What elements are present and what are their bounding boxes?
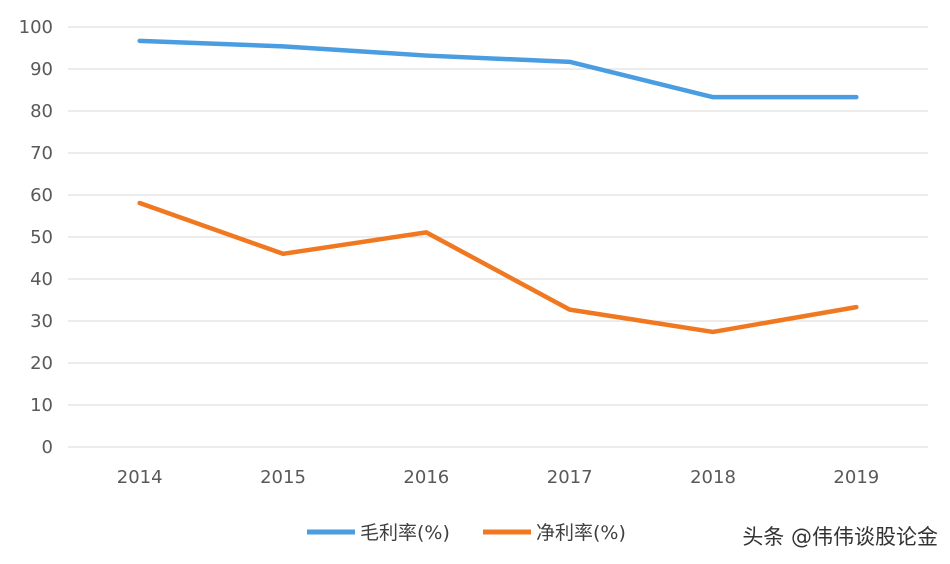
y-tick-label: 60 — [30, 185, 53, 206]
series-line-0 — [137, 38, 859, 100]
series-line-1 — [137, 200, 859, 335]
watermark: 头条 @伟伟谈股论金 — [742, 525, 938, 549]
x-tick-label: 2014 — [117, 467, 163, 488]
legend: 毛利率(%) 净利率(%) — [307, 522, 626, 544]
x-axis-ticks: 2014 2015 2016 2017 2018 2019 — [117, 467, 879, 488]
series-lines — [137, 38, 859, 335]
legend-label-gross-margin: 毛利率(%) — [360, 522, 450, 544]
y-tick-label: 10 — [30, 395, 53, 416]
x-tick-label: 2019 — [833, 467, 879, 488]
y-tick-label: 90 — [30, 59, 53, 80]
y-tick-label: 20 — [30, 353, 53, 374]
y-tick-label: 0 — [42, 437, 53, 458]
x-tick-label: 2017 — [547, 467, 593, 488]
y-tick-label: 100 — [19, 17, 53, 38]
y-tick-label: 40 — [30, 269, 53, 290]
y-axis-ticks: 0 10 20 30 40 50 60 70 80 90 100 — [19, 17, 53, 458]
y-tick-label: 50 — [30, 227, 53, 248]
x-tick-label: 2016 — [403, 467, 449, 488]
x-tick-label: 2018 — [690, 467, 736, 488]
y-tick-label: 80 — [30, 101, 53, 122]
y-tick-label: 30 — [30, 311, 53, 332]
y-tick-label: 70 — [30, 143, 53, 164]
legend-label-net-margin: 净利率(%) — [536, 522, 626, 544]
x-tick-label: 2015 — [260, 467, 306, 488]
gridlines — [68, 26, 928, 448]
